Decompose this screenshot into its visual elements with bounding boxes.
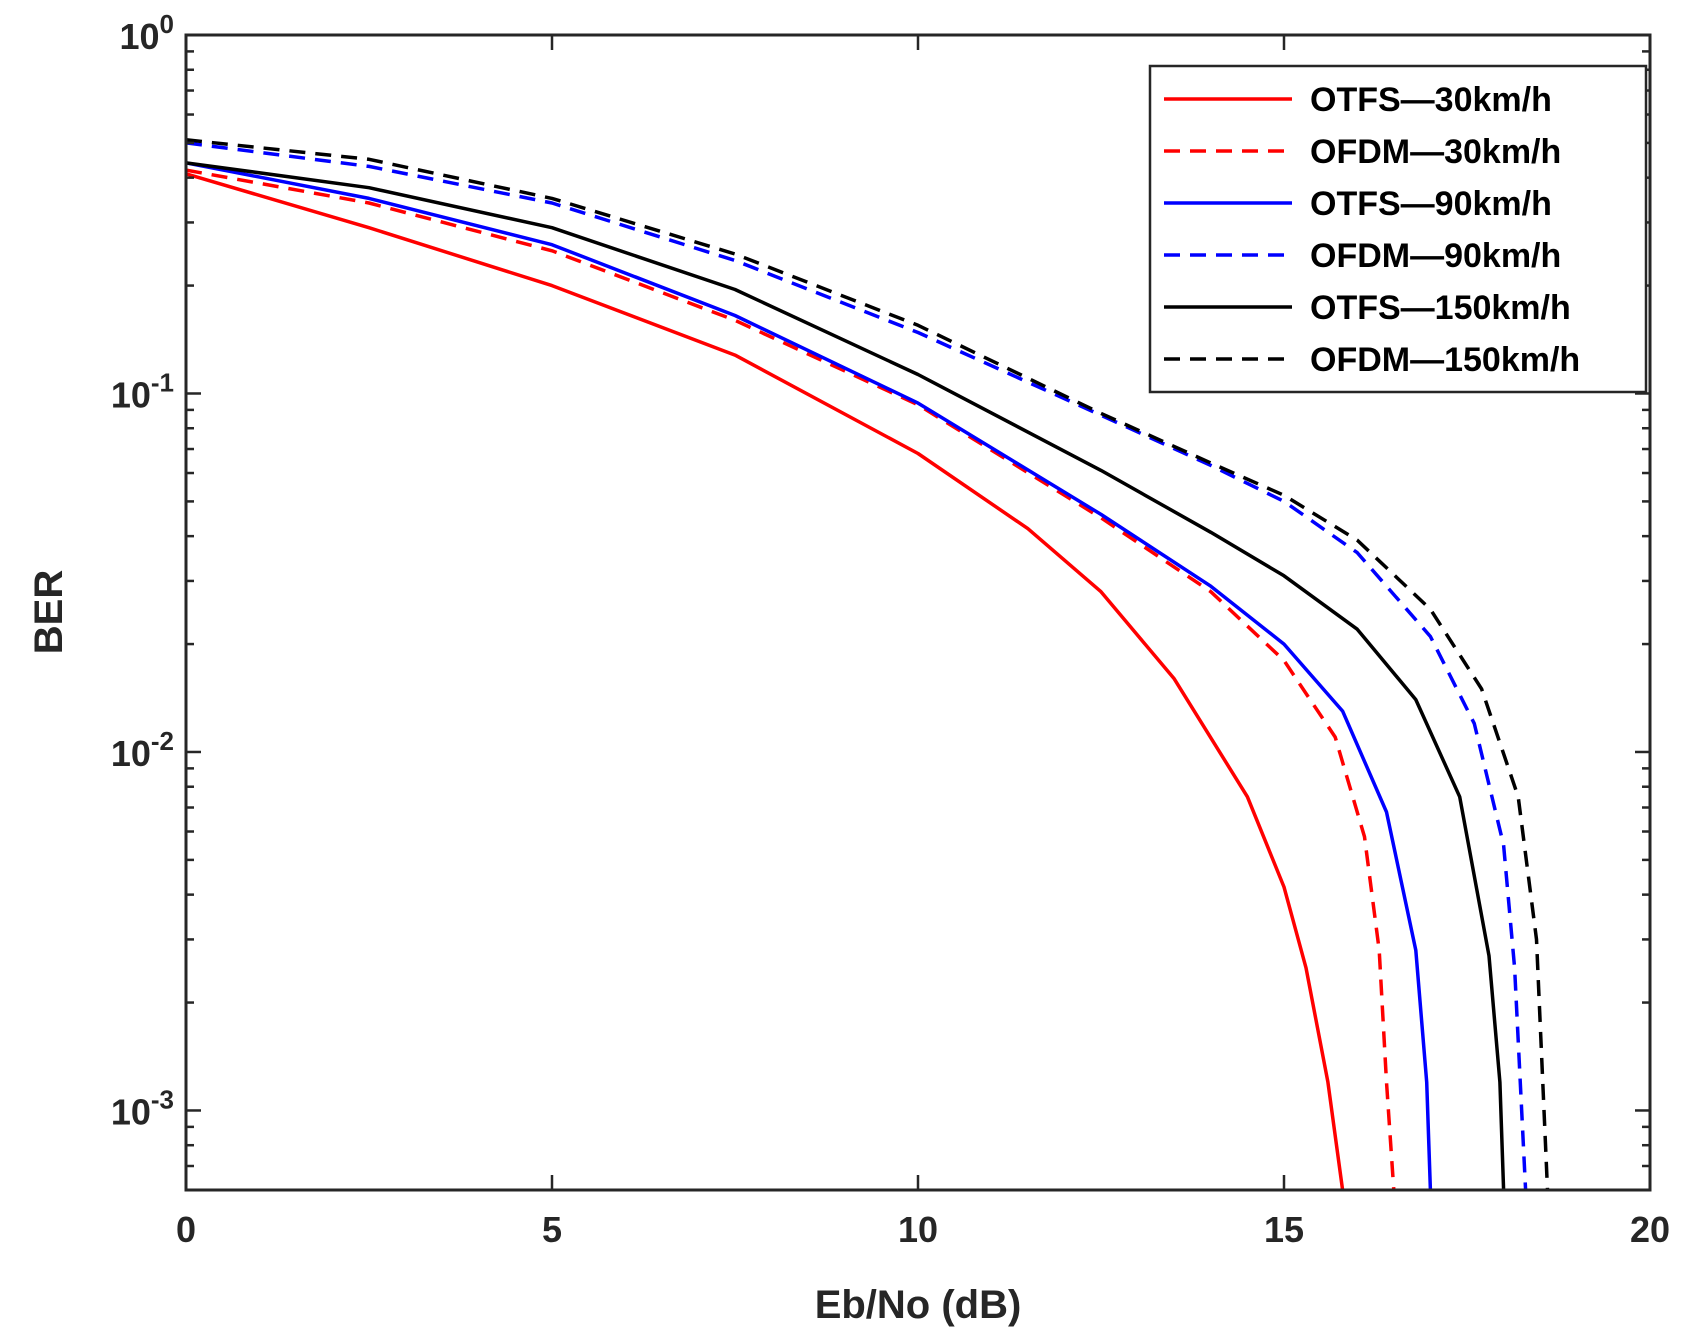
- x-tick-label: 15: [1264, 1209, 1304, 1250]
- x-tick-label: 20: [1630, 1209, 1670, 1250]
- x-axis-title: Eb/No (dB): [815, 1283, 1022, 1327]
- legend-label-5: OFDM—150km/h: [1310, 341, 1580, 379]
- legend-label-1: OFDM—30km/h: [1310, 133, 1561, 171]
- series-layer: [186, 138, 1550, 1190]
- series-line-4: [186, 161, 1506, 1190]
- x-tick-label: 0: [176, 1209, 196, 1250]
- y-tick-label: 10-3: [111, 1084, 174, 1132]
- series-line-5: [186, 138, 1550, 1190]
- legend-box: [1148, 64, 1648, 394]
- y-tick-label: 10-2: [111, 726, 174, 774]
- legend: OTFS—30km/h OFDM—30km/h OTFS—90km/h OFDM—90…: [1148, 64, 1648, 394]
- y-axis-title: BER: [27, 570, 71, 655]
- legend-label-4: OTFS—150km/h: [1310, 289, 1571, 327]
- x-tick-label: 10: [898, 1209, 938, 1250]
- series-line-3: [186, 141, 1528, 1190]
- plot-frame: [184, 33, 1652, 1192]
- legend-label-3: OFDM—90km/h: [1310, 237, 1561, 275]
- y-tick-label: 10-1: [111, 367, 174, 415]
- y-tick-label: 100: [119, 9, 174, 57]
- x-tick-label: 5: [542, 1209, 562, 1250]
- series-line-1: [186, 168, 1396, 1190]
- series-line-2: [186, 161, 1433, 1190]
- ticks-layer: 0 5 10 15 20 100 10-1 10-2 10-3: [111, 9, 1670, 1250]
- series-line-0: [186, 172, 1345, 1190]
- legend-label-0: OTFS—30km/h: [1310, 81, 1552, 119]
- legend-label-2: OTFS—90km/h: [1310, 185, 1552, 223]
